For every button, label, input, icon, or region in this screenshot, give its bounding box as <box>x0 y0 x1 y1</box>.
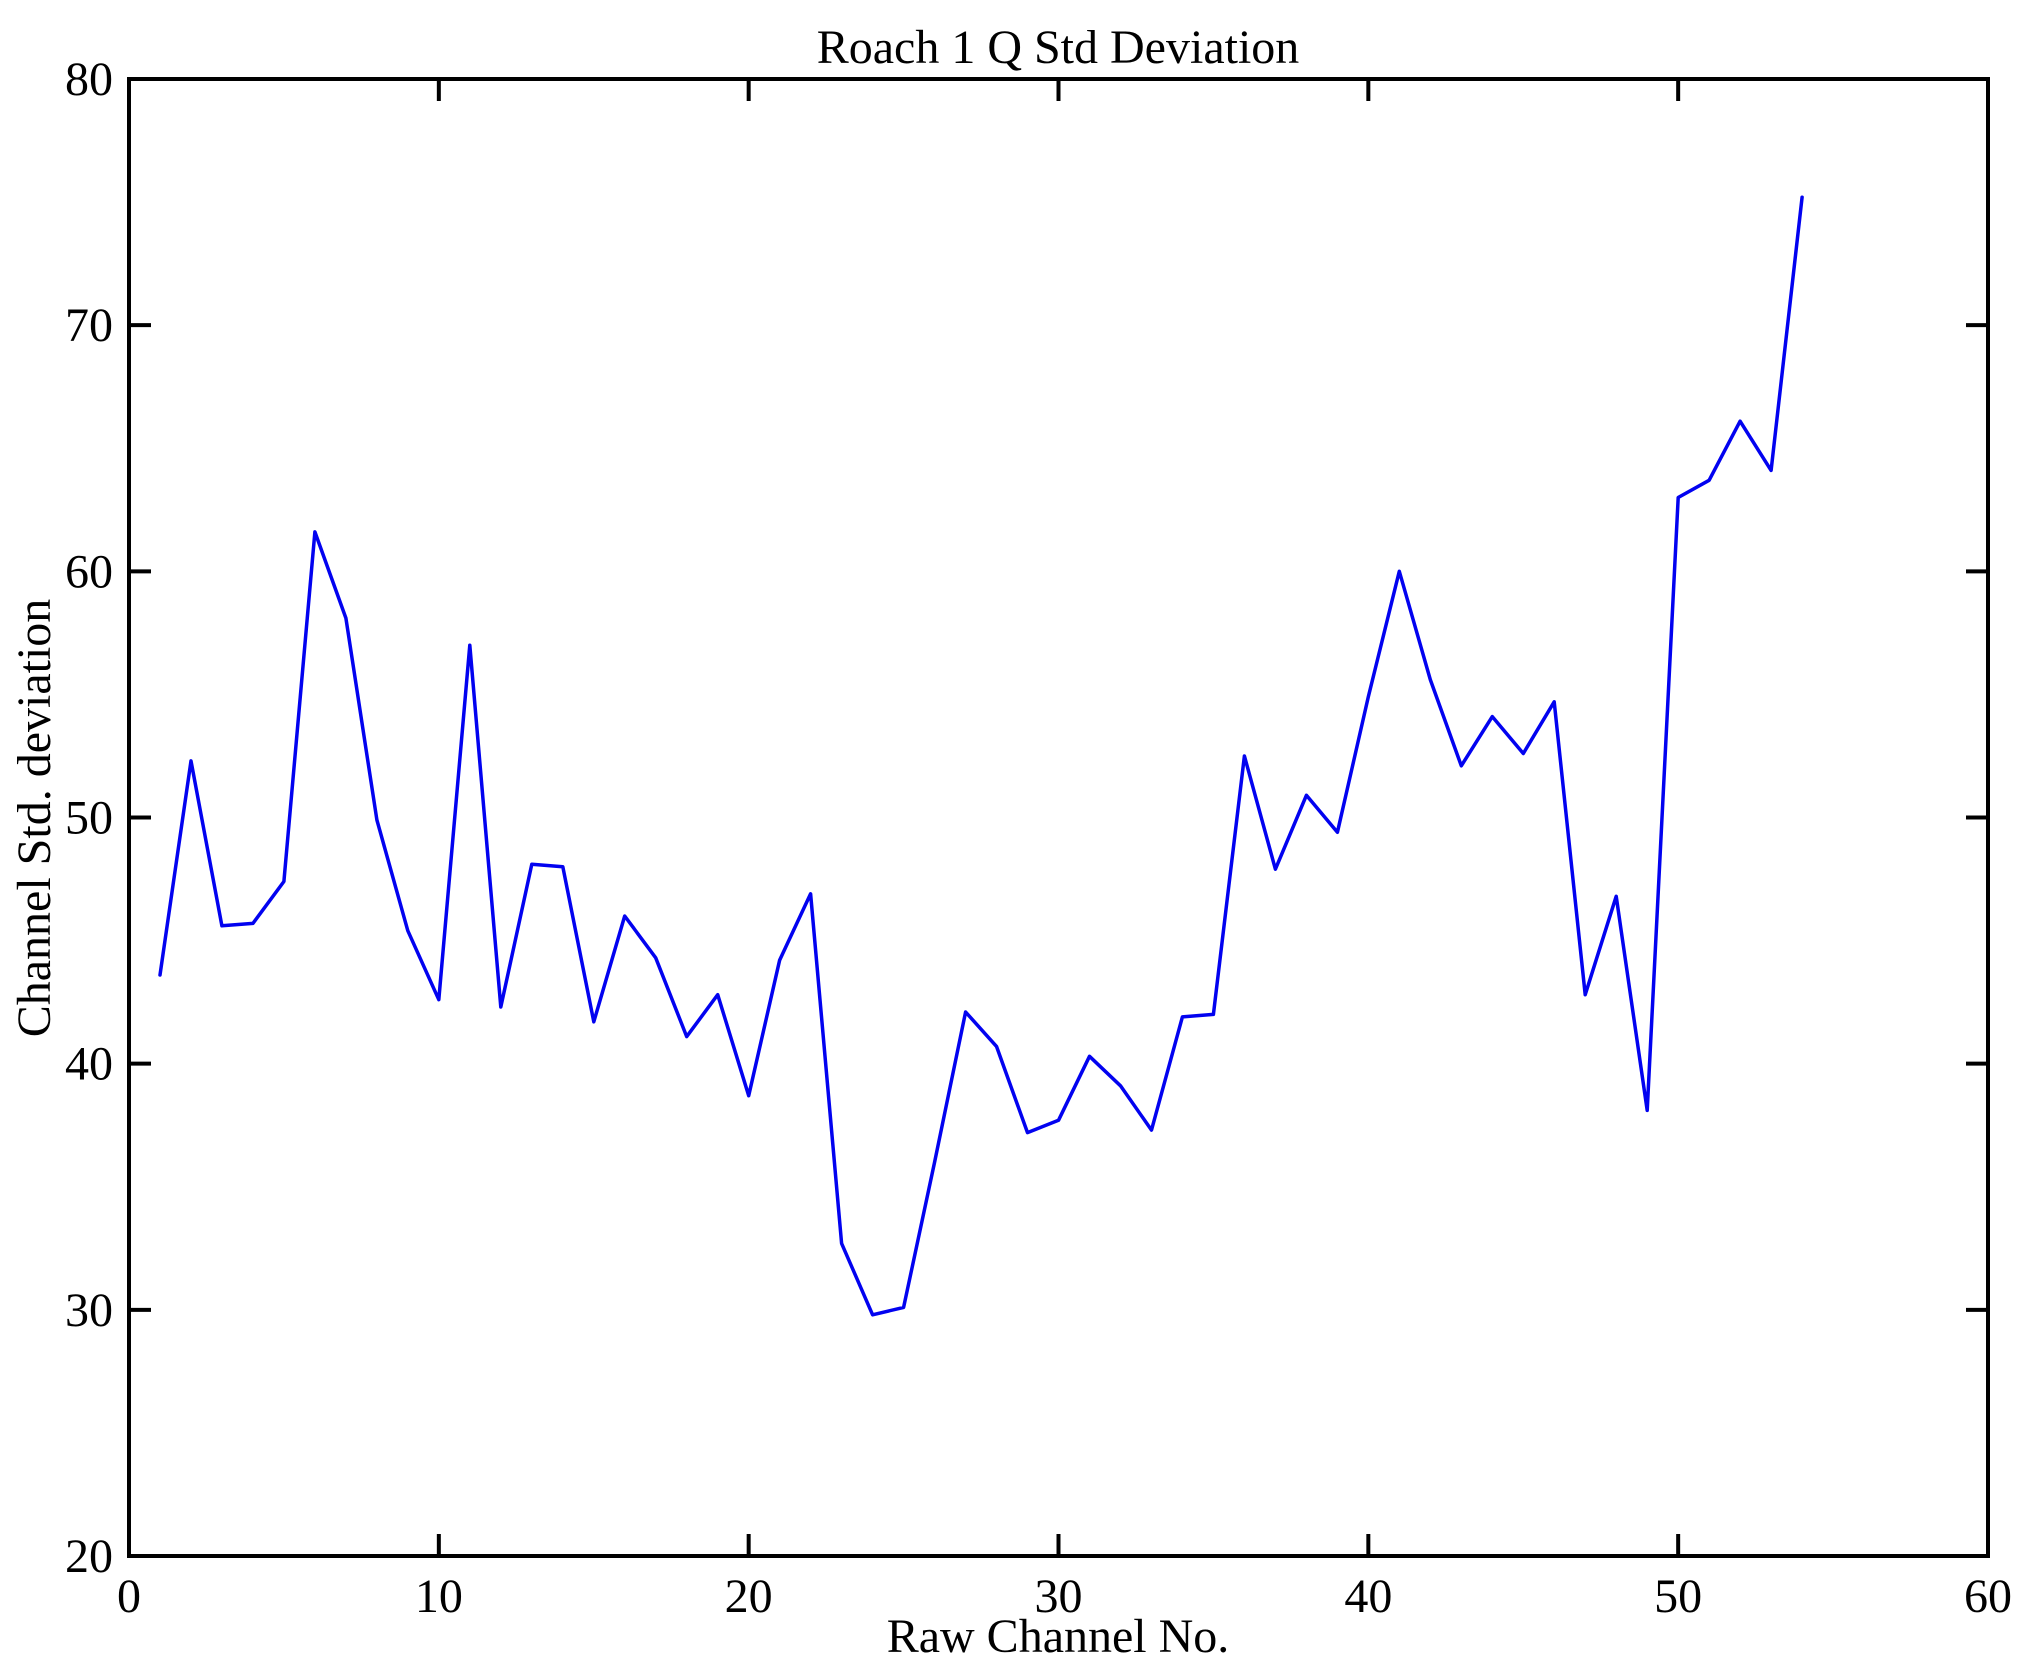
axis-tick-labels: 0 10 20 30 40 50 60 20 30 40 50 60 70 80 <box>65 53 2012 1623</box>
data-series-line <box>158 195 1804 1317</box>
x-tick-label: 60 <box>1964 1570 2012 1623</box>
axis-ticks <box>127 77 1990 1558</box>
x-tick-label: 50 <box>1654 1570 1702 1623</box>
y-tick-label: 40 <box>65 1038 113 1091</box>
y-tick-label: 30 <box>65 1284 113 1337</box>
y-axis-label: Channel Std. deviation <box>8 599 61 1038</box>
chart-title: Roach 1 Q Std Deviation <box>817 21 1300 74</box>
y-tick-label: 70 <box>65 299 113 352</box>
y-tick-label: 60 <box>65 545 113 598</box>
x-tick-label: 30 <box>1035 1570 1083 1623</box>
plot-box <box>127 77 1990 1558</box>
y-tick-label: 80 <box>65 53 113 106</box>
x-tick-label: 10 <box>415 1570 463 1623</box>
x-tick-label: 0 <box>117 1570 141 1623</box>
x-tick-label: 20 <box>725 1570 773 1623</box>
x-tick-label: 40 <box>1344 1570 1392 1623</box>
y-tick-label: 50 <box>65 792 113 845</box>
x-axis-label: Raw Channel No. <box>887 1610 1230 1663</box>
y-tick-label: 20 <box>65 1530 113 1583</box>
